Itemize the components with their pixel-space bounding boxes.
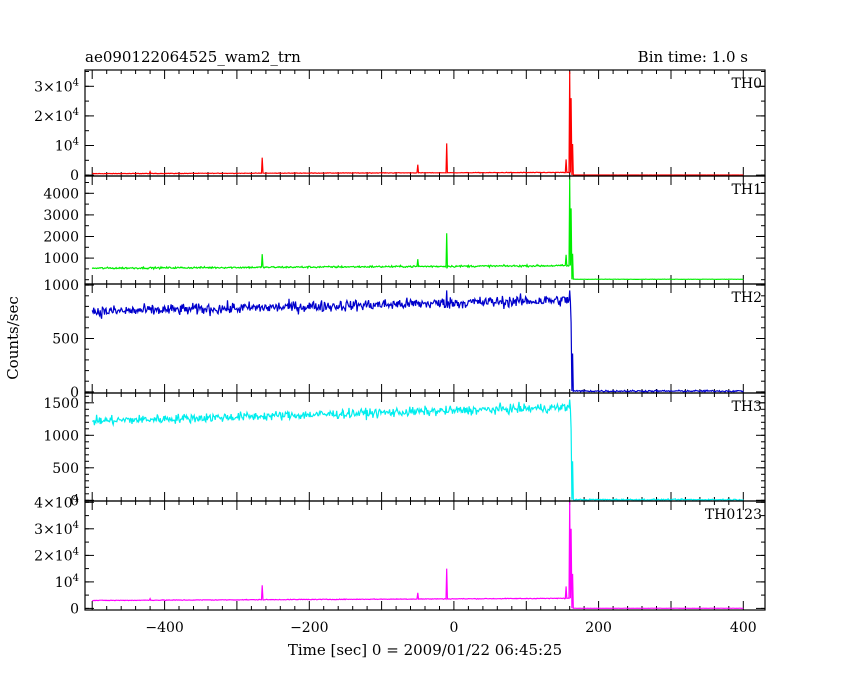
panel-th0123: 0 104 2×104 3×104 4×104 TH0123 −400 −200 0 200 400 [34,493,766,636]
panel-label: TH2 [732,290,762,306]
x-tick-label: 0 [449,620,458,636]
series-line-th2 [91,290,744,393]
panel-label: TH0 [732,76,762,92]
panel-th1: 1000 2000 3000 4000 TH1 [43,175,766,285]
y-tick-label: 104 [55,137,79,155]
panel-th3: 0 500 1000 1500 TH3 [43,392,766,509]
bin-time-label: Bin time: 1.0 s [638,48,748,66]
y-tick-label: 3×104 [34,520,79,538]
y-tick-label: 4000 [43,186,79,202]
panel-th0: 0 104 2×104 3×104 TH0 [34,69,766,184]
y-tick-label: 4×104 [34,493,79,511]
y-tick-label: 500 [52,461,79,477]
y-tick-label: 104 [55,573,79,591]
series-line-th3 [91,399,744,502]
x-tick-label: −400 [145,620,183,636]
series-line-th0123 [92,502,744,609]
panel-th2: 0 500 1000 TH2 [43,278,766,401]
x-tick-label: 200 [585,620,612,636]
panel-label: TH1 [732,182,762,198]
x-tick-label: −200 [290,620,328,636]
x-axis-label: Time [sec] 0 = 2009/01/22 06:45:25 [288,641,562,659]
y-tick-label: 3×104 [34,77,79,95]
y-tick-label: 1000 [43,278,79,294]
series-line-th0 [92,71,744,176]
y-tick-label: 1000 [43,251,79,267]
panel-frame [84,283,766,394]
y-tick-label: 500 [52,332,79,348]
y-tick-label: 0 [70,168,79,184]
panel-label: TH0123 [705,507,762,523]
panel-label: TH3 [732,399,762,415]
series-line-th1 [91,179,744,281]
panel-frame [84,69,766,177]
chart-title: ae090122064525_wam2_trn [85,48,301,66]
panel-frame [84,500,766,611]
y-tick-label: 1500 [43,396,79,412]
y-axis-label: Counts/sec [4,296,22,380]
y-tick-label: 0 [70,385,79,401]
y-tick-label: 3000 [43,208,79,224]
y-tick-label: 2000 [43,230,79,246]
y-tick-label: 0 [70,601,79,617]
y-tick-label: 2×104 [34,546,79,564]
y-tick-label: 1000 [43,428,79,444]
y-tick-label: 0 [70,493,79,509]
x-tick-label: 400 [730,620,757,636]
y-tick-label: 2×104 [34,107,79,125]
